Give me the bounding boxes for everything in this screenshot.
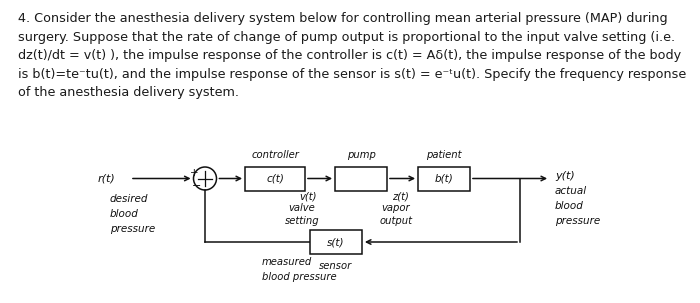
Text: v(t): v(t) [300, 191, 316, 201]
Text: actual: actual [555, 185, 587, 195]
Text: of the anesthesia delivery system.: of the anesthesia delivery system. [18, 86, 239, 99]
Text: controller: controller [251, 149, 299, 159]
Bar [418, 167, 470, 191]
Text: blood pressure: blood pressure [262, 272, 337, 282]
Text: b(t): b(t) [435, 174, 454, 184]
Bar [310, 230, 362, 254]
Text: pressure: pressure [110, 224, 155, 234]
Text: valve: valve [288, 203, 316, 213]
Text: setting: setting [285, 216, 319, 226]
Text: vapor: vapor [382, 203, 410, 213]
Text: c(t): c(t) [266, 174, 284, 184]
Text: is b(t)=te⁻tu(t), and the impulse response of the sensor is s(t) = e⁻ᵗu(t). Spec: is b(t)=te⁻tu(t), and the impulse respon… [18, 68, 686, 81]
Text: dz(t)/dt = v(t) ), the impulse response of the controller is c(t) = Aδ(t), the i: dz(t)/dt = v(t) ), the impulse response … [18, 49, 681, 62]
Text: pump: pump [346, 149, 375, 159]
Text: 4. Consider the anesthesia delivery system below for controlling mean arterial p: 4. Consider the anesthesia delivery syst… [18, 12, 668, 25]
Text: measured: measured [262, 257, 312, 267]
Text: y(t): y(t) [555, 171, 575, 181]
Text: pressure: pressure [555, 215, 601, 225]
Text: s(t): s(t) [328, 237, 345, 247]
Text: blood: blood [110, 208, 139, 218]
Text: desired: desired [110, 194, 148, 204]
Text: surgery. Suppose that the rate of change of pump output is proportional to the i: surgery. Suppose that the rate of change… [18, 31, 675, 44]
Text: −: − [193, 181, 202, 191]
Text: sensor: sensor [319, 261, 353, 271]
Bar [335, 167, 387, 191]
Text: patient: patient [426, 149, 462, 159]
Text: blood: blood [555, 201, 584, 211]
Bar [245, 167, 305, 191]
Text: z(t): z(t) [391, 191, 408, 201]
Text: r(t): r(t) [97, 174, 115, 184]
Text: +: + [190, 168, 198, 178]
Text: output: output [379, 216, 412, 226]
